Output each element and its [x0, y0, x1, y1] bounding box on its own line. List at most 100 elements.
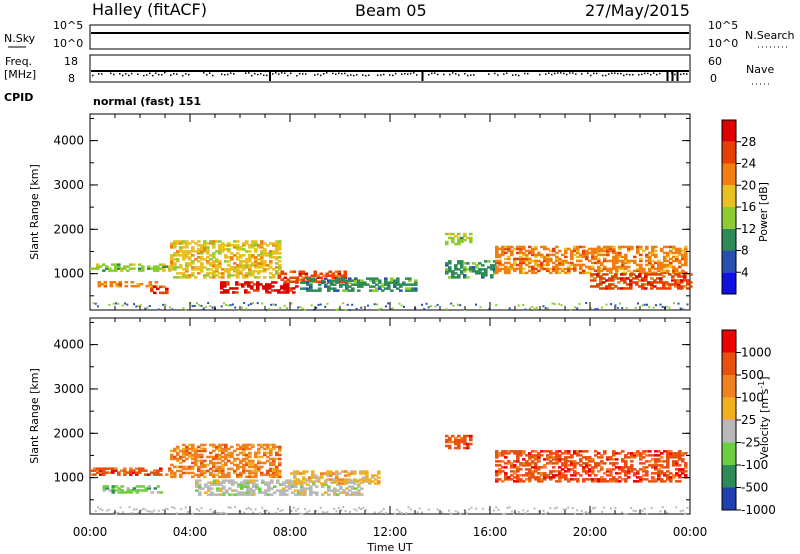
range-gate-cell: [656, 287, 660, 290]
range-gate-cell: [278, 256, 282, 259]
range-gate-cell: [585, 472, 589, 475]
range-gate-cell: [481, 276, 485, 279]
range-gate-cell: [297, 491, 301, 494]
range-gate-cell: [279, 483, 283, 486]
range-gate-cell: [558, 261, 562, 265]
range-gate-cell: [665, 281, 669, 284]
range-gate-cell: [251, 242, 255, 245]
range-gate-cell: [507, 245, 511, 249]
range-gate-cell: [603, 267, 607, 271]
range-gate-cell: [504, 472, 508, 475]
ground-scatter-cell: [245, 508, 248, 511]
range-gate-cell: [675, 474, 679, 477]
range-gate-cell: [266, 473, 270, 477]
range-gate-cell: [111, 263, 115, 266]
range-gate-cell: [185, 268, 189, 271]
ground-scatter-cell: [200, 304, 203, 307]
nave-dot: [332, 72, 334, 75]
range-gate-cell: [285, 493, 289, 496]
x-tick-label: 16:00: [473, 525, 508, 539]
range-gate-cell: [549, 460, 553, 463]
nave-dot: [347, 74, 349, 77]
range-gate-cell: [102, 269, 106, 272]
range-gate-cell: [621, 478, 625, 481]
range-gate-cell: [212, 246, 216, 249]
range-gate-cell: [683, 273, 687, 276]
range-gate-cell: [624, 261, 628, 265]
ground-scatter-cell: [434, 305, 437, 308]
range-gate-cell: [591, 458, 595, 461]
range-gate-cell: [354, 283, 358, 286]
range-gate-cell: [627, 466, 631, 469]
range-gate-cell: [671, 283, 675, 286]
range-gate-cell: [543, 267, 547, 271]
range-gate-cell: [212, 443, 216, 447]
range-gate-cell: [212, 260, 216, 263]
range-gate-cell: [615, 466, 619, 469]
beam-title: Beam 05: [355, 1, 427, 20]
range-gate-cell: [254, 465, 258, 469]
range-gate-cell: [237, 493, 241, 496]
range-gate-cell: [300, 489, 304, 492]
range-gate-cell: [191, 475, 195, 479]
nave-dot: [680, 73, 682, 76]
range-gate-cell: [275, 256, 279, 259]
range-gate-cell: [170, 244, 174, 247]
range-gate-cell: [228, 493, 232, 496]
range-gate-cell: [335, 480, 339, 483]
range-gate-cell: [234, 493, 238, 496]
range-gate-cell: [279, 489, 283, 492]
range-gate-cell: [257, 469, 261, 473]
range-gate-cell: [219, 493, 223, 496]
range-gate-cell: [627, 470, 631, 473]
velocity-colorbar-tick-label: 500: [741, 368, 764, 382]
range-gate-cell: [573, 267, 577, 271]
range-gate-cell: [135, 473, 139, 476]
range-gate-cell: [675, 460, 679, 463]
range-gate-cell: [672, 452, 676, 455]
range-gate-cell: [579, 450, 583, 453]
range-gate-cell: [326, 478, 330, 481]
ground-scatter-cell: [225, 512, 228, 515]
range-gate-cell: [266, 264, 270, 267]
ground-scatter-cell: [169, 306, 171, 309]
range-gate-cell: [405, 277, 409, 280]
ground-scatter-cell: [128, 506, 131, 509]
range-gate-cell: [543, 259, 547, 263]
range-gate-cell: [537, 253, 541, 257]
range-gate-cell: [603, 257, 607, 261]
range-gate-cell: [681, 454, 685, 457]
range-gate-cell: [360, 279, 364, 282]
range-gate-cell: [540, 450, 544, 453]
range-gate-cell: [681, 269, 685, 273]
range-gate-cell: [130, 284, 135, 288]
range-gate-cell: [357, 491, 361, 494]
range-gate-cell: [221, 475, 225, 479]
range-gate-cell: [348, 277, 352, 280]
range-gate-cell: [615, 261, 619, 265]
range-gate-cell: [618, 476, 622, 479]
range-gate-cell: [170, 453, 174, 457]
ground-scatter-cell: [261, 506, 264, 509]
range-gate-cell: [278, 264, 282, 267]
range-gate-cell: [309, 287, 313, 290]
range-gate-cell: [540, 474, 544, 477]
range-gate-cell: [445, 440, 449, 444]
range-gate-cell: [599, 277, 603, 280]
range-gate-cell: [498, 452, 502, 455]
colorbar-segment: [722, 141, 736, 164]
range-gate-cell: [234, 489, 238, 492]
range-gate-cell: [336, 289, 340, 292]
range-gate-cell: [546, 454, 550, 457]
range-gate-cell: [263, 248, 267, 251]
range-gate-cell: [212, 240, 216, 243]
range-gate-cell: [173, 254, 177, 257]
range-gate-cell: [680, 279, 684, 282]
range-gate-cell: [213, 483, 217, 486]
range-gate-cell: [170, 475, 174, 479]
range-gate-cell: [215, 445, 219, 449]
range-gate-cell: [408, 279, 412, 282]
range-gate-cell: [606, 259, 610, 263]
range-gate-cell: [170, 264, 174, 267]
range-gate-cell: [248, 270, 252, 273]
